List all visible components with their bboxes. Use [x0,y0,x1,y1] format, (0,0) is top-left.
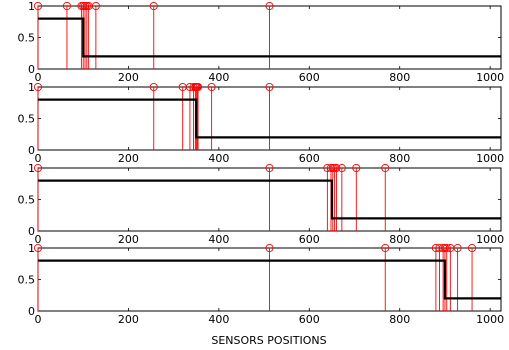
x-tick-label: 800 [389,152,410,165]
y-tick-label: 1 [28,242,35,255]
x-tick-label: 0 [35,152,42,165]
stem-marker [337,163,346,173]
x-tick-label: 600 [299,71,320,84]
stem-marker [381,163,390,173]
stem-marker [207,82,216,92]
stem-marker [91,1,100,11]
stem-marker [149,1,158,11]
subplot-4: 0 200 400 600 800 1000 0 0.5 1 [18,242,505,326]
y-tick-label: 0.5 [18,113,36,126]
stem-marker [265,243,274,253]
x-tick-label: 800 [389,233,410,246]
x-tick-label: 200 [118,233,139,246]
stem-marker [194,82,203,92]
stem-marker [33,1,43,11]
stem-marker [468,243,477,253]
x-tick-label: 400 [208,233,229,246]
x-tick-label: 1000 [476,71,504,84]
y-tick-label: 1 [28,162,35,175]
step-line [38,179,501,220]
subplot-1: 0 200 400 600 800 1000 0 0.5 1 [18,0,505,84]
y-tick-label: 0 [28,63,35,76]
stem-marker [149,82,158,92]
stem-marker [265,163,274,173]
subplot-3: 0 200 400 600 800 1000 0 0.5 1 [18,162,505,246]
x-tick-label: 0 [35,233,42,246]
x-tick-label: 400 [208,152,229,165]
x-tick-label: 400 [208,313,229,326]
x-tick-label: 1000 [476,313,504,326]
stem-marker [381,243,390,253]
step-line [38,17,501,58]
stem-marker [265,82,274,92]
x-tick-label: 200 [118,313,139,326]
step-line [38,259,501,300]
stem-marker [62,1,71,11]
step-line [38,98,501,139]
stem-marker [33,243,43,253]
y-tick-label: 0.5 [18,194,36,207]
subplot-2: 0 200 400 600 800 1000 0 0.5 1 [18,81,505,165]
x-tick-label: 400 [208,71,229,84]
x-tick-label: 200 [118,152,139,165]
x-tick-label: 1000 [476,152,504,165]
y-tick-label: 0.5 [18,32,36,45]
x-axis-label: SENSORS POSITIONS [211,334,326,347]
stem-marker [265,1,274,11]
y-tick-label: 1 [28,0,35,13]
y-tick-label: 0.5 [18,274,36,287]
x-tick-label: 800 [389,71,410,84]
x-tick-label: 600 [299,233,320,246]
x-tick-label: 200 [118,71,139,84]
stem-marker [33,82,43,92]
x-tick-label: 1000 [476,233,504,246]
x-tick-label: 600 [299,152,320,165]
stem-marker [352,163,361,173]
y-tick-label: 1 [28,81,35,94]
x-tick-label: 0 [35,71,42,84]
stem-marker [33,163,43,173]
y-tick-label: 0 [28,144,35,157]
y-tick-label: 0 [28,225,35,238]
stem-marker [332,163,341,173]
x-tick-label: 0 [35,313,42,326]
x-tick-label: 600 [299,313,320,326]
y-tick-label: 0 [28,305,35,318]
x-tick-label: 800 [389,313,410,326]
stem-marker [453,243,462,253]
